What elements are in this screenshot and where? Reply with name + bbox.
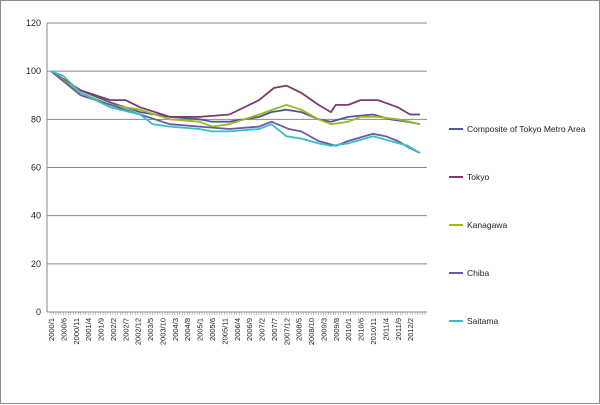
x-tick-label: 2007/2	[258, 318, 267, 341]
x-tick-label: 2001/9	[97, 318, 106, 341]
x-tick-label: 2011/9	[394, 318, 403, 340]
y-tick-label: 120	[26, 18, 41, 28]
x-tick-label: 2001/4	[84, 318, 93, 341]
y-tick-label: 0	[36, 307, 41, 317]
series-line-0	[50, 70, 421, 126]
x-tick-label: 2007/7	[270, 318, 279, 341]
y-tick-labels: 0 20 40 60 80 100 120	[26, 18, 41, 317]
x-tick-label: 2011/4	[381, 318, 390, 340]
legend: Composite of Tokyo Metro Area Tokyo Kanaga…	[449, 124, 586, 326]
series-line-4	[50, 70, 421, 154]
series-line-2	[50, 70, 421, 128]
x-tick-label: 2005/11	[220, 318, 229, 345]
y-tick-label: 100	[26, 66, 41, 76]
y-tick-label: 20	[31, 259, 41, 269]
series-lines	[50, 70, 421, 154]
y-tick-label: 80	[31, 114, 41, 124]
x-tick-label: 2007/12	[282, 318, 291, 345]
x-tick-label: 2008/5	[295, 318, 304, 341]
legend-label: Kanagawa	[467, 220, 507, 230]
y-tick-label: 60	[31, 163, 41, 173]
axes	[46, 23, 427, 315]
x-tick-label: 2002/12	[134, 318, 143, 345]
legend-label: Tokyo	[467, 172, 489, 182]
x-tick-label: 2005/1	[196, 318, 205, 341]
x-tick-label: 2010/6	[357, 318, 366, 341]
gridlines	[47, 22, 427, 265]
x-tick-label: 2000/6	[59, 318, 68, 341]
x-tick-label: 2000/1	[47, 318, 56, 341]
y-tick-label: 40	[31, 211, 41, 221]
x-tick-label: 2005/6	[208, 318, 217, 341]
x-tick-label: 2004/8	[183, 318, 192, 341]
x-tick-label: 2006/4	[233, 318, 242, 341]
x-tick-labels: 2000/1 2000/6 2000/11 2001/4 2001/9 2002/2 200…	[47, 318, 415, 345]
x-tick-label: 2002/2	[109, 318, 118, 341]
x-tick-label: 2009/8	[332, 318, 341, 341]
legend-label: Saitama	[467, 316, 498, 326]
x-tick-label: 2009/3	[319, 318, 328, 341]
x-tick-label: 2003/10	[158, 318, 167, 345]
legend-label: Composite of Tokyo Metro Area	[467, 124, 586, 134]
x-tick-label: 2003/5	[146, 318, 155, 341]
x-tick-label: 2000/11	[72, 318, 81, 345]
legend-label: Chiba	[467, 268, 489, 278]
x-tick-label: 2002/7	[121, 318, 130, 341]
x-tick-label: 2004/3	[171, 318, 180, 341]
x-tick-label: 2010/11	[369, 318, 378, 345]
x-tick-label: 2012/2	[406, 318, 415, 341]
series-line-1	[50, 70, 420, 118]
x-tick-label: 2008/10	[307, 318, 316, 345]
x-tick-label: 2006/9	[245, 318, 254, 341]
x-tick-label: 2010/1	[344, 318, 353, 341]
